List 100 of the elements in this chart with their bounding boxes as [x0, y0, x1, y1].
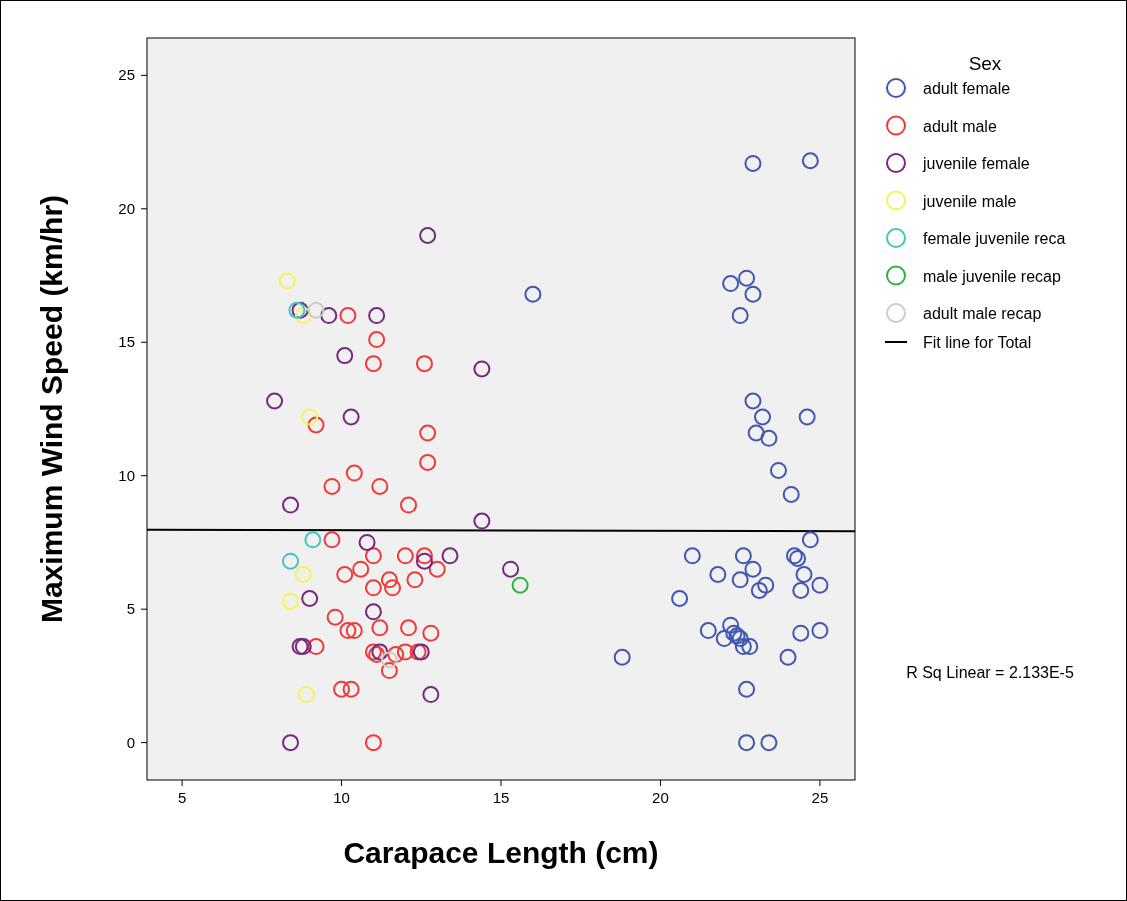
- point: [380, 662, 398, 680]
- point: [333, 680, 351, 698]
- point: [715, 630, 733, 648]
- point: [744, 285, 762, 303]
- x-tick-label: 15: [492, 789, 510, 806]
- point: [371, 477, 389, 495]
- legend-label: male juvenile recap: [923, 267, 1061, 285]
- point: [320, 307, 338, 325]
- point: [364, 579, 382, 597]
- point: [301, 590, 319, 607]
- legend-label: juvenile male: [922, 192, 1017, 210]
- point: [754, 408, 772, 426]
- x-tick-label: 20: [652, 789, 669, 806]
- point: [345, 464, 363, 482]
- point: [473, 512, 491, 530]
- point: [747, 424, 765, 442]
- point: [422, 686, 440, 704]
- point: [760, 734, 778, 752]
- point: [278, 272, 296, 290]
- point: [297, 686, 315, 704]
- legend-label: female juvenile reca: [923, 230, 1066, 247]
- point: [339, 307, 357, 325]
- legend-label: adult male recap: [923, 305, 1042, 322]
- point: [282, 734, 300, 752]
- point: [811, 622, 829, 640]
- point: [731, 571, 749, 589]
- point: [339, 622, 357, 640]
- point: [738, 269, 756, 287]
- text: R Sq Linear = 2.133E-5: [906, 664, 1074, 681]
- point: [795, 565, 813, 583]
- point: [760, 429, 778, 447]
- point: [419, 227, 437, 245]
- point: [789, 549, 807, 567]
- point: [352, 560, 370, 578]
- point: [709, 565, 727, 583]
- point: [792, 624, 810, 642]
- point: [792, 582, 810, 599]
- point: [699, 622, 717, 640]
- legend-title: Sex: [968, 53, 1002, 74]
- point: [782, 485, 800, 503]
- point: [364, 734, 382, 752]
- point: [798, 408, 816, 426]
- point: [400, 496, 418, 514]
- point: [722, 275, 740, 293]
- x-tick-label: 10: [333, 789, 350, 806]
- point: [282, 496, 300, 514]
- x-axis-title: Carapace Length (cm): [343, 836, 659, 869]
- point: [419, 453, 437, 471]
- point: [744, 560, 762, 578]
- point: [734, 638, 752, 656]
- point: [294, 307, 312, 325]
- point: [801, 531, 819, 549]
- point: [801, 152, 819, 170]
- y-tick-label: 25: [118, 66, 135, 84]
- point: [769, 461, 787, 479]
- y-tick-label: 5: [126, 600, 135, 618]
- point: [294, 565, 312, 583]
- point: [301, 408, 319, 426]
- point: [779, 648, 797, 666]
- point: [326, 608, 344, 626]
- x-tick-label: 5: [177, 789, 187, 806]
- y-axis-title: Maximum Wind Speed (km/hr): [35, 194, 68, 624]
- y-tick-label: 15: [118, 333, 135, 351]
- point: [422, 624, 440, 642]
- point: [364, 547, 382, 565]
- point: [415, 552, 433, 570]
- point: [380, 571, 398, 589]
- point: [387, 646, 405, 664]
- point: [323, 531, 341, 549]
- point: [304, 531, 322, 549]
- legend-label: juvenile female: [922, 155, 1030, 172]
- point: [722, 616, 740, 634]
- point: [785, 547, 803, 565]
- point: [364, 603, 382, 621]
- point: [734, 547, 752, 565]
- point: [473, 360, 491, 378]
- point: [428, 560, 446, 578]
- point: [336, 347, 354, 365]
- point: [731, 307, 749, 325]
- point: [415, 547, 433, 565]
- point: [323, 477, 341, 495]
- point: [613, 648, 631, 666]
- point: [419, 424, 437, 442]
- point: [364, 355, 382, 373]
- point: [741, 638, 759, 656]
- point: [396, 547, 414, 565]
- point: [683, 547, 701, 565]
- legend-label: adult male: [923, 117, 997, 135]
- legend-label: adult female: [923, 80, 1011, 97]
- point: [342, 680, 360, 698]
- point: [345, 622, 363, 640]
- point: [336, 565, 354, 583]
- point: [671, 590, 689, 607]
- point: [396, 643, 414, 661]
- point: [307, 416, 325, 434]
- legend-label: Fit line for Total: [923, 334, 1032, 351]
- point: [738, 734, 756, 752]
- point: [757, 576, 775, 594]
- point: [364, 643, 382, 661]
- point: [400, 619, 418, 637]
